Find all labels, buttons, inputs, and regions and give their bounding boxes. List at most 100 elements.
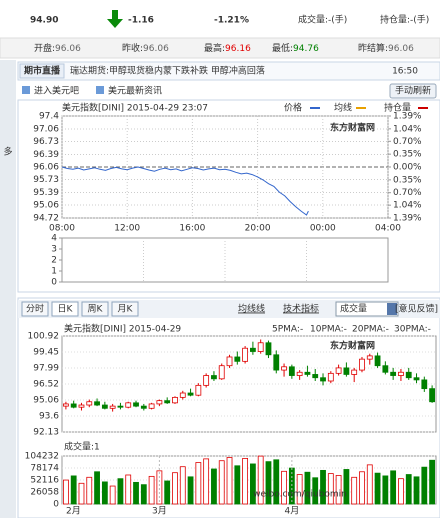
y-tick-label: 95.73 [33,175,59,185]
candle-body [296,371,303,376]
open-interest: 持仓量:-(手) [380,14,429,26]
candle-body [78,404,85,408]
volume-bar [413,476,420,505]
candle-body [288,366,295,376]
y-tick-label: 94.72 [33,214,59,224]
candle-body [218,365,225,380]
y2-tick-label: 1.04% [393,124,422,134]
volume-bar [398,478,404,505]
news-tab[interactable] [19,63,65,79]
change-pct: -1.21% [214,16,249,26]
select-label: 成交量 [340,303,367,315]
volume-bar [211,468,217,505]
volume-bar [148,475,155,505]
y-tick-label: 92.13 [33,428,59,438]
volume-bar [366,464,373,505]
volume: 成交量:-(手) [298,14,347,26]
volume-bar [312,477,319,505]
y-tick-label: 96.73 [33,137,59,147]
chart-title: 美元指数[DINI] 2015-04-29 23:07 [62,102,208,114]
volume-bar [390,470,397,505]
price: 94.90 [30,16,58,26]
y-tick-label: 0 [51,278,57,288]
candle-body [125,402,132,408]
y2-tick-label: 0.70% [393,137,422,147]
volume-bar [187,476,194,505]
news-time: 16:50 [392,67,418,77]
refresh-button[interactable] [389,83,437,99]
y-tick-label: 99.45 [33,348,59,358]
legend-label: 均线 [334,102,352,114]
volume-bar [429,459,436,505]
tool-link[interactable]: 技术指标 [283,303,319,315]
volume-bar [70,475,77,505]
x-tick-label: 16:00 [179,224,205,234]
feedback-link[interactable]: [意见反馈] [395,303,438,315]
candle-body [109,405,116,409]
volume-bar [296,474,303,505]
candle-body [94,401,100,406]
volume-bar [273,459,280,505]
volume-bar [101,481,108,505]
change: -1.16 [128,16,154,26]
candle-body [156,400,163,405]
candle-body [203,375,210,386]
x-tick-label: 12:00 [114,224,140,234]
candle-body [187,392,194,396]
sidebar [0,60,16,518]
select-box[interactable] [335,301,399,317]
candle-body [172,396,178,404]
volume-bar [78,482,85,505]
tab[interactable] [21,301,49,317]
link-icon [22,86,30,94]
volume-bar [172,472,178,505]
candle-body [117,405,124,408]
candle-body [351,369,358,375]
x-tick-label: 20:00 [245,224,271,234]
candle-body [382,365,389,373]
stat-label: 最高: [204,42,225,54]
volume-bar [281,470,287,505]
candle-body [327,372,334,382]
candle-body [398,371,404,376]
tab[interactable] [111,301,139,317]
stat: 开盘:96.06 [34,42,81,54]
candle-body [265,342,272,356]
tab[interactable] [51,301,79,317]
tab[interactable] [81,301,109,317]
stat-value: 94.76 [293,44,319,54]
legend-label: 30PMA:- [394,325,431,335]
candle-body [343,367,350,375]
y-tick-label: 97.99 [33,364,59,374]
y2-tick-label: 0.35% [393,175,422,185]
volume-bar [164,480,171,505]
link[interactable]: 进入美元吧 [34,85,79,97]
news-tab-label: 期市直播 [24,65,61,77]
news-headline[interactable]: 瑞达期货:甲醇现货稳内蒙下跌补跌 甲醇冲高回落 [70,65,265,77]
candle-body [374,355,381,367]
volume-bar [327,473,334,505]
tool-link[interactable]: 均线线 [238,303,265,315]
y-tick-label: 2 [51,256,57,266]
y2-tick-label: 1.39% [393,112,422,122]
link[interactable]: 美元最新资讯 [108,85,162,97]
volume-bar [125,474,132,505]
y-tick-label: 95.06 [33,396,59,406]
stat-label: 昨结算: [358,42,388,54]
stat-label: 最低: [272,42,293,54]
volume-bar [117,478,124,505]
candle-body [429,388,436,403]
stat-value: 96.06 [143,44,169,54]
volume-bar [359,471,365,505]
stat-value: 96.06 [388,44,414,54]
news-bar [17,61,440,81]
volume-bar [374,472,381,505]
legend-label: 5PMA:- [272,325,303,335]
chart-title: 成交量:1 [64,441,100,453]
candle-body [101,404,108,409]
y-tick-label: 96.39 [33,150,59,160]
select-arrow [387,303,397,315]
credit: weibo.com/qiubomin [253,490,347,500]
stat-label: 开盘: [34,42,55,54]
